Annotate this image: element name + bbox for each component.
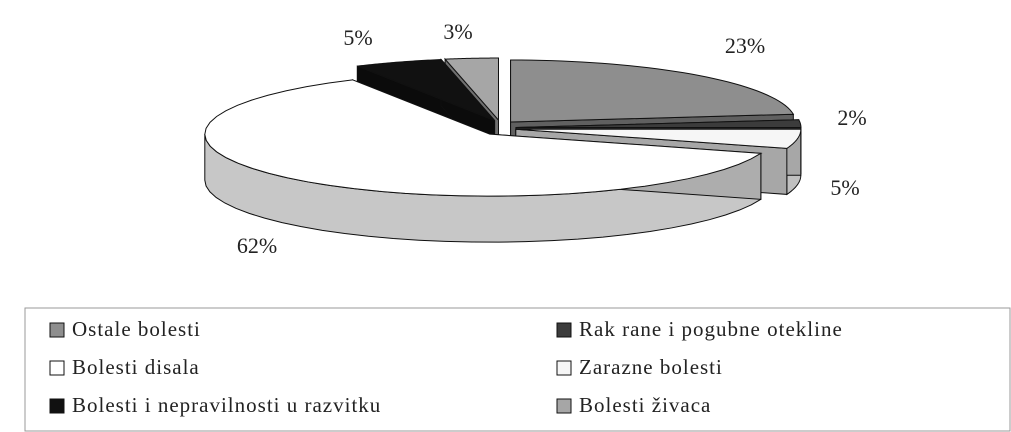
slice <box>204 79 763 243</box>
slice-top <box>515 128 802 149</box>
slice-top <box>515 119 802 128</box>
legend-label: Rak rane i pogubne otekline <box>579 317 843 341</box>
legend-swatch <box>556 322 572 338</box>
legend-label: Bolesti disala <box>72 355 200 379</box>
legend-label: Ostale bolesti <box>72 317 201 341</box>
legend-label: Zarazne bolesti <box>579 355 723 379</box>
legend-swatch <box>49 360 65 376</box>
legend-swatch <box>556 398 572 414</box>
value-label: 5% <box>830 175 859 200</box>
slice-top <box>357 59 495 121</box>
value-label: 23% <box>725 33 765 58</box>
value-label: 5% <box>343 25 372 50</box>
slice-top <box>510 59 795 123</box>
legend-label: Bolesti živaca <box>579 393 711 417</box>
slice-top <box>444 57 499 122</box>
value-label: 62% <box>237 233 277 258</box>
slice-side-shade <box>204 134 761 243</box>
legend-swatch <box>49 398 65 414</box>
value-label: 2% <box>837 105 866 130</box>
legend-swatch <box>556 360 572 376</box>
legend-box <box>24 307 1011 432</box>
legend-label: Bolesti i nepravilnosti u razvitku <box>72 393 381 417</box>
value-label: 3% <box>443 19 472 44</box>
slice-top <box>204 79 763 197</box>
legend-swatch <box>49 322 65 338</box>
